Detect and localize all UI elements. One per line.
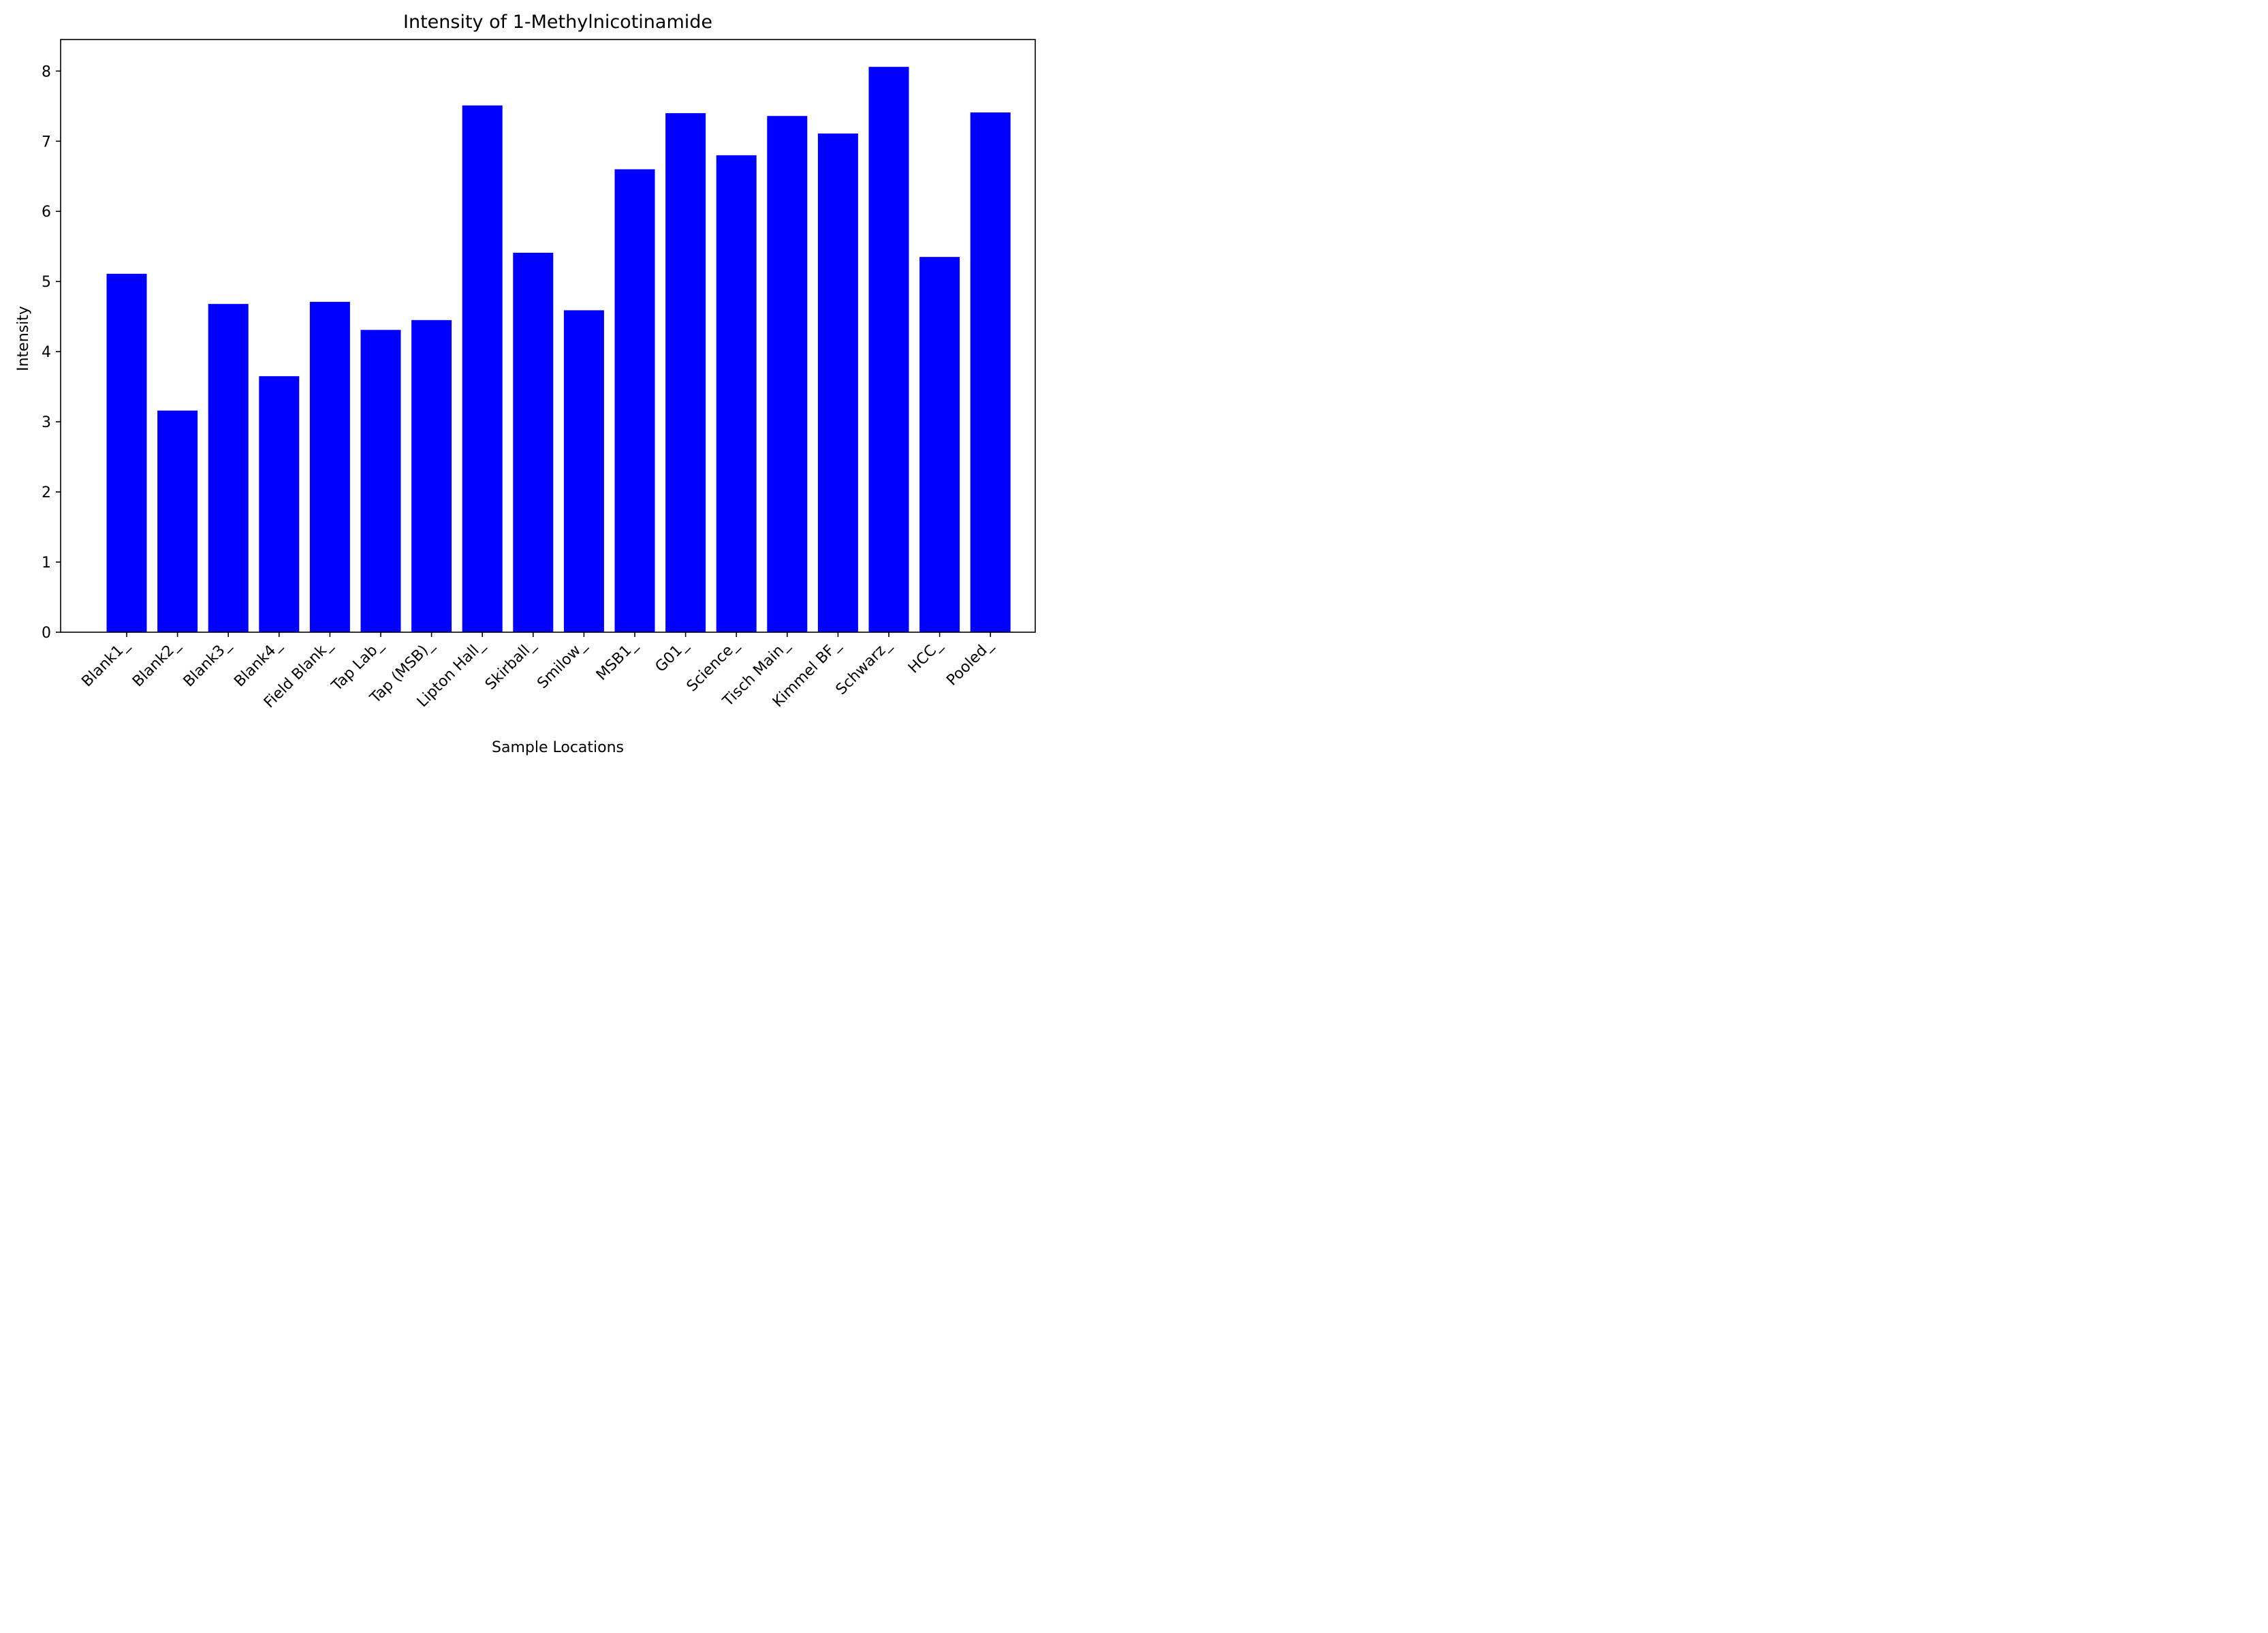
bar	[157, 410, 198, 632]
y-axis: 0 1 2 3 4 5 6 7 8	[42, 63, 61, 642]
y-tick-label: 6	[42, 204, 51, 221]
y-tick-label: 8	[42, 63, 51, 80]
bar	[106, 273, 147, 632]
bar	[716, 155, 757, 632]
bar	[919, 257, 960, 632]
bar	[208, 304, 249, 632]
y-tick-label: 4	[42, 344, 51, 361]
plot-area-frame	[60, 39, 1036, 633]
y-tick-label: 5	[42, 274, 51, 291]
bar	[767, 116, 808, 632]
bar	[360, 330, 401, 632]
bar	[411, 320, 452, 632]
bar	[817, 133, 858, 633]
bar	[259, 376, 300, 632]
bar	[513, 252, 554, 632]
bar	[462, 105, 503, 632]
bar	[970, 112, 1011, 633]
bar	[309, 302, 350, 632]
bar	[563, 310, 604, 632]
chart-title: Intensity of 1-Methylnicotinamide	[403, 12, 712, 33]
bar	[868, 67, 909, 632]
y-tick-label: 3	[42, 414, 51, 431]
bar	[665, 113, 706, 632]
y-tick-label: 2	[42, 484, 51, 501]
bar-chart: Intensity of 1-Methylnicotinamide 0 1 2 3 4 5…	[0, 0, 1065, 767]
bar	[614, 169, 655, 632]
y-tick-label: 0	[42, 625, 51, 642]
y-axis-label: Intensity	[15, 306, 32, 371]
x-axis-label: Sample Locations	[492, 739, 624, 756]
bars-group	[106, 67, 1011, 633]
y-tick-label: 7	[42, 134, 51, 151]
y-tick-label: 1	[42, 555, 51, 572]
